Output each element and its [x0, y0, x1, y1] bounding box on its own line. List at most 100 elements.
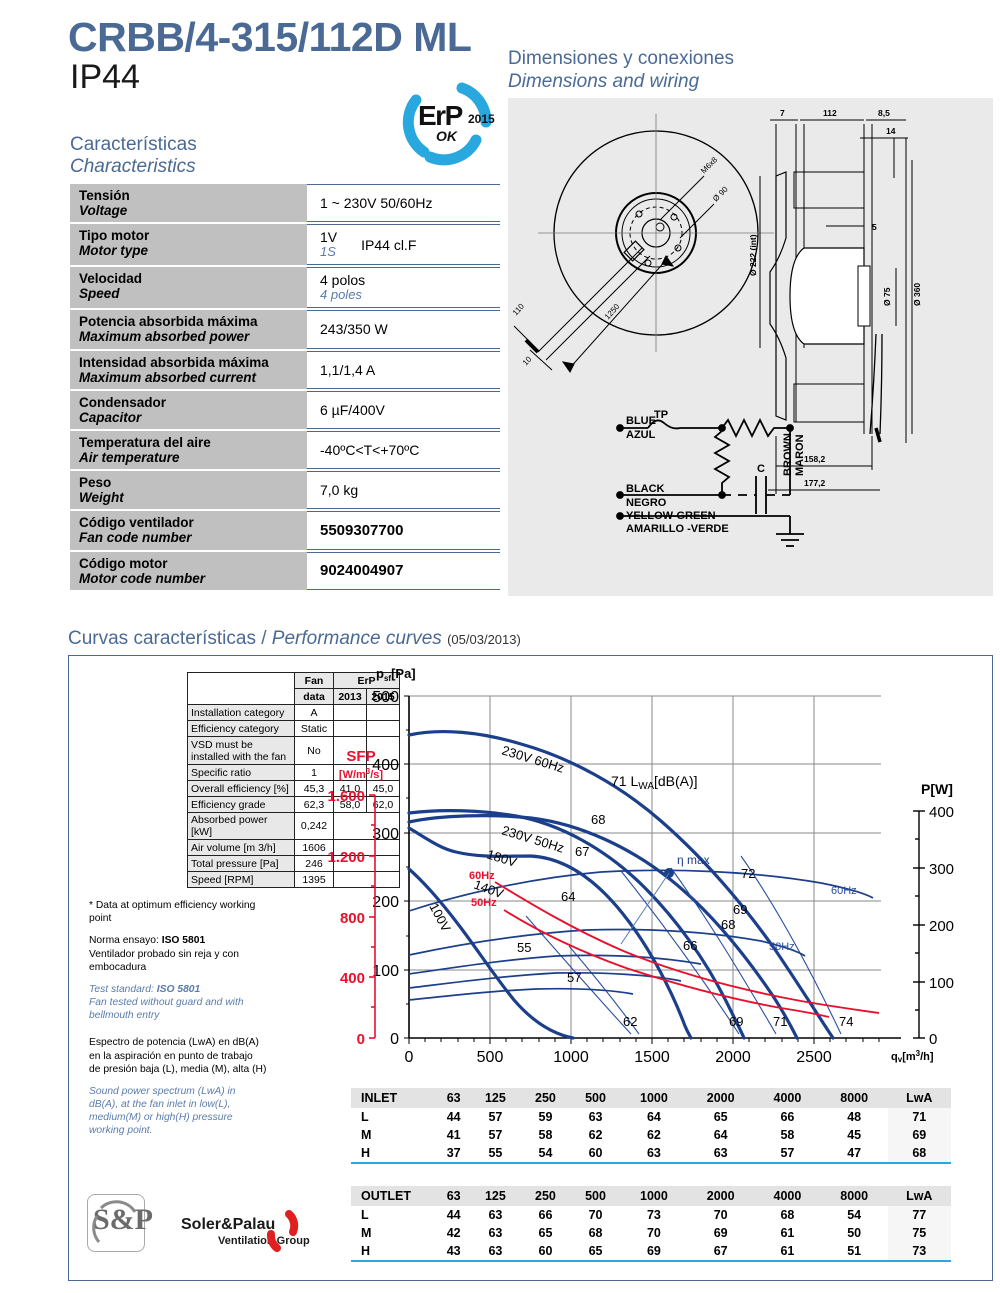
lwa-value: 69: [887, 1126, 951, 1144]
brand-logo: S&P Soler&Palau Ventilation Group: [87, 1194, 337, 1256]
svg-text:400: 400: [372, 757, 399, 774]
label-es: Tensión: [79, 188, 130, 203]
row-label: Potencia absorbida máxima Maximum absorb…: [70, 310, 307, 349]
table-header-row-2: data 2013 2015: [188, 688, 400, 705]
table-row: Air volume [m 3/h] 1606: [187, 839, 400, 856]
row-value: 6 µF/400V: [307, 390, 500, 429]
table-row: VSD must be installed with the fan No: [187, 736, 400, 765]
table-row: Absorbed power [kW] 0,242: [187, 812, 400, 840]
table-row: L 44 63 66 70 73 70 68 54 77: [351, 1206, 951, 1224]
wiring-black-es: NEGRO: [626, 497, 667, 509]
svg-text:1.600: 1.600: [327, 788, 365, 805]
band-1000: 1000: [620, 1186, 688, 1206]
page-title: CRBB/4-315/112D ML: [68, 14, 472, 60]
lwa-legend: 71 LWA[dB(A)]: [611, 773, 698, 792]
noise-label-67: 67: [575, 844, 589, 859]
band-1000: 1000: [620, 1088, 688, 1108]
power-curve-4: [408, 971, 682, 989]
table-row: Speed [RPM] 1395: [187, 871, 400, 888]
dim-d222: Ø 222 (int): [748, 234, 758, 276]
table-row: L 44 57 59 63 64 65 66 48 71: [351, 1108, 951, 1126]
table-row: M 42 63 65 68 70 69 61 50 75: [351, 1224, 951, 1242]
row-label: Efficiency grade: [187, 796, 295, 813]
row-label: Total pressure [Pa]: [187, 855, 295, 872]
dim-7: 7: [780, 108, 785, 118]
row-label-h: H: [361, 1244, 371, 1258]
outlet-acoustic-table: OUTLET 63 125 250 500 1000 2000 4000 800…: [351, 1186, 951, 1262]
power-label-60hz: 60Hz: [831, 885, 857, 897]
label-es: Potencia absorbida máxima: [79, 314, 258, 330]
band-8000: 8000: [820, 1088, 888, 1108]
row-label: Efficiency category: [187, 720, 295, 737]
lwa-value: 75: [887, 1224, 951, 1242]
row-label: Absorbed power [kW]: [187, 812, 295, 840]
label-es: Tipo motor: [79, 228, 150, 244]
noise-label-55: 55: [517, 940, 531, 955]
table-row: Potencia absorbida máxima Maximum absorb…: [70, 310, 500, 349]
table-header-row: Fan ErP: [187, 672, 400, 705]
dim-158-2: 158,2: [804, 454, 826, 464]
noise-label-69: 69: [733, 902, 747, 917]
svg-text:2000: 2000: [715, 1049, 751, 1066]
dim-d75: Ø 75: [882, 287, 892, 306]
svg-text:500: 500: [477, 1049, 504, 1066]
svg-text:0: 0: [405, 1049, 414, 1066]
x-axis-label: qv[m3/h]: [891, 1049, 934, 1064]
note-norma: Norma ensayo: ISO 5801 Ventilador probad…: [89, 934, 267, 974]
noise-label-68b: 68: [721, 917, 735, 932]
performance-heading: Curvas características / Performance cur…: [68, 628, 521, 649]
noise-label-64: 64: [561, 889, 575, 904]
technical-drawing-svg: M6x8 Ø 90 1250 110 10: [511, 108, 922, 547]
performance-panel: Fan ErP data 2013 2015 Installation cate…: [68, 655, 993, 1281]
characteristics-heading-en: Characteristics: [70, 156, 196, 177]
svg-text:300: 300: [929, 861, 954, 878]
row-label: Código motor Motor code number: [70, 551, 307, 590]
logo-mark: S&P: [93, 1203, 153, 1236]
power-curve-60hz: [408, 869, 874, 912]
row-label-m: M: [361, 1128, 372, 1142]
logo-name: Soler&Palau: [181, 1216, 276, 1233]
table-row: Velocidad Speed 4 polos 4 poles: [70, 267, 500, 309]
lwa-header: LwA: [887, 1186, 951, 1206]
table-row: Tipo motor Motor type 1V 1S IP44 cl.F: [70, 224, 500, 266]
dim-10: 10: [521, 354, 534, 367]
characteristics-heading-es: Características: [70, 134, 197, 155]
wiring-brown-en: BROWN: [782, 433, 794, 476]
lwa-value: 68: [887, 1144, 951, 1163]
label-es: Peso: [79, 475, 112, 491]
note-optimum: * Data at optimum efficiency working poi…: [89, 900, 256, 925]
row-label-l: L: [361, 1208, 369, 1222]
table-header-row: OUTLET 63 125 250 500 1000 2000 4000 800…: [351, 1186, 951, 1206]
y-axis-label: psf[Pa]: [376, 666, 416, 683]
row-label: Velocidad Speed: [70, 267, 307, 309]
row-label: Intensidad absorbida máxima Maximum abso…: [70, 350, 307, 389]
wiring-yg-es: AMARILLO -VERDE: [626, 523, 729, 535]
row-value-fan: 0,242: [294, 812, 334, 840]
band-500: 500: [570, 1186, 621, 1206]
label-en: Maximum absorbed power: [79, 329, 250, 345]
row-value-2013: 41,0: [333, 780, 367, 797]
row-value: 1V 1S IP44 cl.F: [307, 224, 500, 266]
note-test: Test standard: ISO 5801 Fan tested witho…: [89, 983, 267, 1023]
performance-chart: 500 400 300 200 100 0 psf[Pa] 0 500 1000 1500 2…: [321, 656, 981, 1076]
lwa-value: 73: [887, 1242, 951, 1261]
row-label: Tensión Voltage: [70, 184, 307, 223]
note-norma-std: ISO 5801: [161, 935, 206, 947]
row-value-fan: Static: [294, 720, 334, 737]
logo-tagline: Ventilation Group: [218, 1235, 310, 1247]
dimensions-heading-en: Dimensions and wiring: [508, 71, 700, 92]
erp-label: ErP: [418, 100, 463, 131]
power-axis-label: P[W]: [921, 781, 953, 797]
dim-d360: Ø 360: [912, 283, 922, 306]
note-norma-label: Norma ensayo:: [89, 935, 159, 947]
note-spectrum-es: Espectro de potencia (LwA) en dB(A) en l…: [89, 1037, 267, 1075]
erp-badge: ErP 2015 OK: [390, 78, 500, 166]
sfp-label-60hz: 60Hz: [469, 870, 495, 882]
lwa-value: 71: [887, 1108, 951, 1126]
svg-text:100: 100: [929, 975, 954, 992]
wiring-blue-en: BLUE: [626, 415, 656, 427]
row-value-2015: [366, 720, 400, 737]
svg-text:0: 0: [357, 1031, 365, 1048]
svg-text:200: 200: [372, 894, 399, 911]
band-2000: 2000: [687, 1186, 755, 1206]
